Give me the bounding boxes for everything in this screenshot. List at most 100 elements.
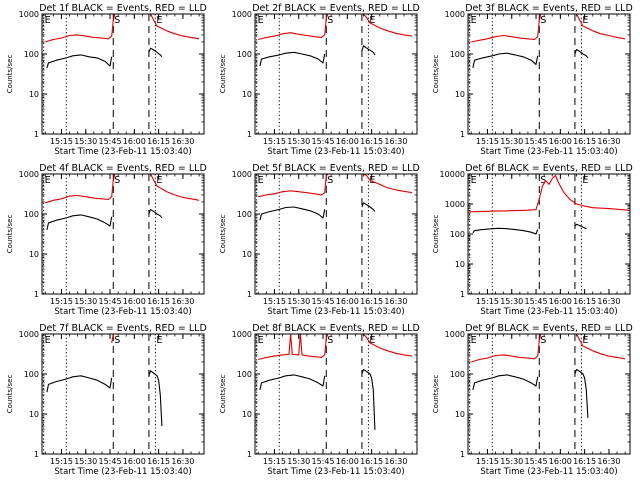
events-series-line [574, 368, 589, 418]
y-tick-label: 10 [455, 260, 465, 269]
x-tick-label: 16:15 [573, 137, 596, 146]
x-tick-label: 16:15 [360, 137, 383, 146]
marker-label: E [369, 175, 375, 186]
marker-label: E [582, 175, 588, 186]
x-tick-label: 15:45 [99, 297, 122, 306]
y-tick-label: 100 [24, 370, 39, 379]
marker-label: S [540, 15, 546, 26]
events-series-line [259, 206, 326, 221]
y-tick-label: 100 [450, 230, 465, 239]
x-tick-label: 16:00 [123, 137, 146, 146]
x-tick-label: 16:15 [360, 297, 383, 306]
y-tick-label: 1000 [232, 170, 252, 179]
marker-label: E [258, 335, 264, 346]
plot-frame [41, 173, 205, 295]
chart-title: Det 4f BLACK = Events, RED = LLD [39, 163, 207, 174]
events-series-line [472, 52, 539, 69]
lld-series-line [258, 14, 329, 41]
marker-label: E [471, 175, 477, 186]
x-tick-label: 15:45 [525, 297, 548, 306]
marker-label: E [582, 335, 588, 346]
chart-title: Det 8f BLACK = Events, RED = LLD [252, 323, 420, 334]
x-tick-label: 15:30 [287, 297, 310, 306]
x-tick-label: 16:30 [384, 297, 407, 306]
y-tick-label: 1 [247, 450, 252, 459]
lld-series-line [258, 174, 329, 198]
x-axis-label: Start Time (23-Feb-11 15:03:40) [267, 147, 404, 157]
chart-title: Det 3f BLACK = Events, RED = LLD [465, 3, 633, 14]
x-tick-label: 15:30 [500, 457, 523, 466]
events-series-line [148, 208, 163, 219]
x-tick-label: 16:15 [573, 297, 596, 306]
marker-label: S [540, 335, 546, 346]
y-tick-label: 100 [450, 370, 465, 379]
x-axis-label: Start Time (23-Feb-11 15:03:40) [480, 147, 617, 157]
marker-label: E [45, 335, 51, 346]
x-tick-label: 16:15 [147, 297, 170, 306]
lld-series-line [576, 14, 626, 40]
chart-panel-2: Det 2f BLACK = Events, RED = LLD Counts/s… [219, 3, 420, 157]
chart-title: Det 2f BLACK = Events, RED = LLD [252, 3, 420, 14]
x-tick-label: 16:00 [336, 457, 359, 466]
x-axis-label: Start Time (23-Feb-11 15:03:40) [267, 467, 404, 477]
y-axis-label: Counts/sec [432, 375, 440, 414]
y-tick-label: 10 [455, 410, 465, 419]
events-series-line [361, 368, 376, 430]
lld-series-line [469, 174, 629, 213]
y-axis-label: Counts/sec [6, 215, 14, 254]
y-axis-label: Counts/sec [219, 375, 227, 414]
chart-panel-8: Det 8f BLACK = Events, RED = LLD Counts/s… [219, 323, 420, 477]
marker-label: E [156, 15, 162, 26]
series-group [258, 14, 413, 67]
x-tick-label: 15:45 [525, 457, 548, 466]
y-tick-label: 10 [29, 250, 39, 259]
x-tick-label: 16:15 [147, 457, 170, 466]
x-tick-label: 15:15 [263, 297, 286, 306]
x-axis-label: Start Time (23-Feb-11 15:03:40) [480, 307, 617, 317]
y-tick-label: 1 [34, 130, 39, 139]
y-axis-label: Counts/sec [219, 55, 227, 94]
y-tick-label: 10 [29, 410, 39, 419]
y-axis-label: Counts/sec [219, 215, 227, 254]
x-tick-label: 15:30 [74, 457, 97, 466]
x-tick-label: 16:30 [384, 137, 407, 146]
events-series-line [361, 45, 376, 56]
x-tick-label: 15:30 [287, 137, 310, 146]
lld-series-line [471, 14, 542, 43]
x-tick-label: 16:00 [336, 137, 359, 146]
events-series-line [472, 227, 539, 235]
x-tick-label: 16:00 [123, 457, 146, 466]
marker-label: S [327, 15, 333, 26]
lld-series-line [111, 334, 114, 343]
lld-series-line [45, 14, 116, 43]
plot-frame [41, 13, 205, 135]
series-group [45, 14, 200, 69]
x-tick-label: 15:15 [50, 457, 73, 466]
x-tick-label: 15:15 [263, 457, 286, 466]
x-tick-label: 15:30 [74, 297, 97, 306]
series-group [471, 334, 626, 418]
y-tick-label: 1000 [19, 170, 39, 179]
lld-series-line [258, 334, 329, 361]
x-tick-label: 16:30 [384, 457, 407, 466]
marker-label: E [45, 15, 51, 26]
marker-label: E [471, 335, 477, 346]
y-tick-label: 1 [247, 290, 252, 299]
y-tick-label: 1 [460, 130, 465, 139]
y-tick-label: 10000 [440, 170, 465, 179]
y-tick-label: 1 [34, 290, 39, 299]
lld-series-line [576, 334, 626, 360]
x-tick-label: 16:00 [123, 297, 146, 306]
marker-label: E [156, 335, 162, 346]
chart-panel-3: Det 3f BLACK = Events, RED = LLD Counts/s… [432, 3, 633, 157]
y-tick-label: 100 [237, 210, 252, 219]
x-tick-label: 15:45 [312, 297, 335, 306]
marker-label: S [114, 15, 120, 26]
series-group [258, 334, 413, 430]
x-tick-label: 15:15 [476, 137, 499, 146]
x-tick-label: 16:30 [597, 457, 620, 466]
series-group [471, 14, 626, 69]
chart-title: Det 7f BLACK = Events, RED = LLD [39, 323, 207, 334]
series-group [46, 334, 163, 427]
y-tick-label: 10 [455, 90, 465, 99]
